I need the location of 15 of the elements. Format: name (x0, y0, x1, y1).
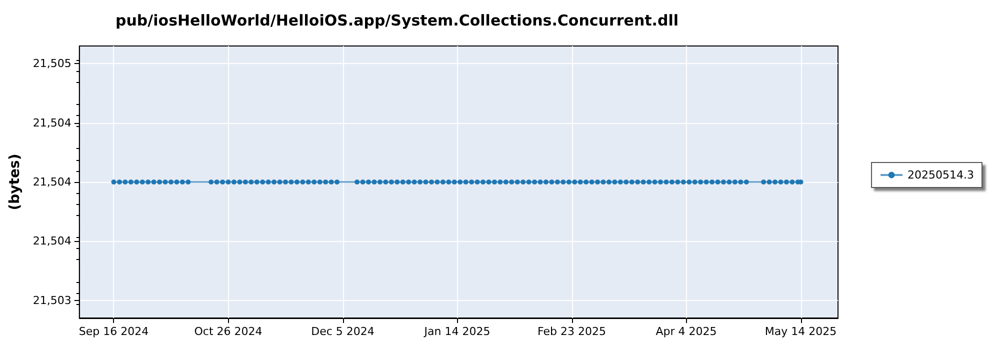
x-tick-label: Feb 23 2025 (538, 325, 606, 338)
x-tick-label: May 14 2025 (764, 325, 837, 338)
y-axis-title: (bytes) (7, 154, 23, 210)
x-tick-label: Jan 14 2025 (423, 325, 490, 338)
chart-title: pub/iosHelloWorld/HelloiOS.app/System.Collections.Concurrent.dll (115, 12, 679, 30)
x-tick-label: Apr 4 2025 (656, 325, 717, 338)
x-tick-label: Dec 5 2024 (311, 325, 374, 338)
legend-label: 20250514.3 (908, 168, 974, 182)
x-tick-label: Sep 16 2024 (78, 325, 149, 338)
y-tick-label: 21,505 (32, 57, 72, 70)
y-tick-label: 21,504 (32, 116, 72, 130)
y-tick-label: 21,503 (32, 294, 72, 307)
y-tick-label: 21,504 (32, 176, 72, 188)
y-tick-label: 21,504 (32, 234, 72, 248)
x-tick-label: Oct 26 2024 (194, 325, 262, 338)
